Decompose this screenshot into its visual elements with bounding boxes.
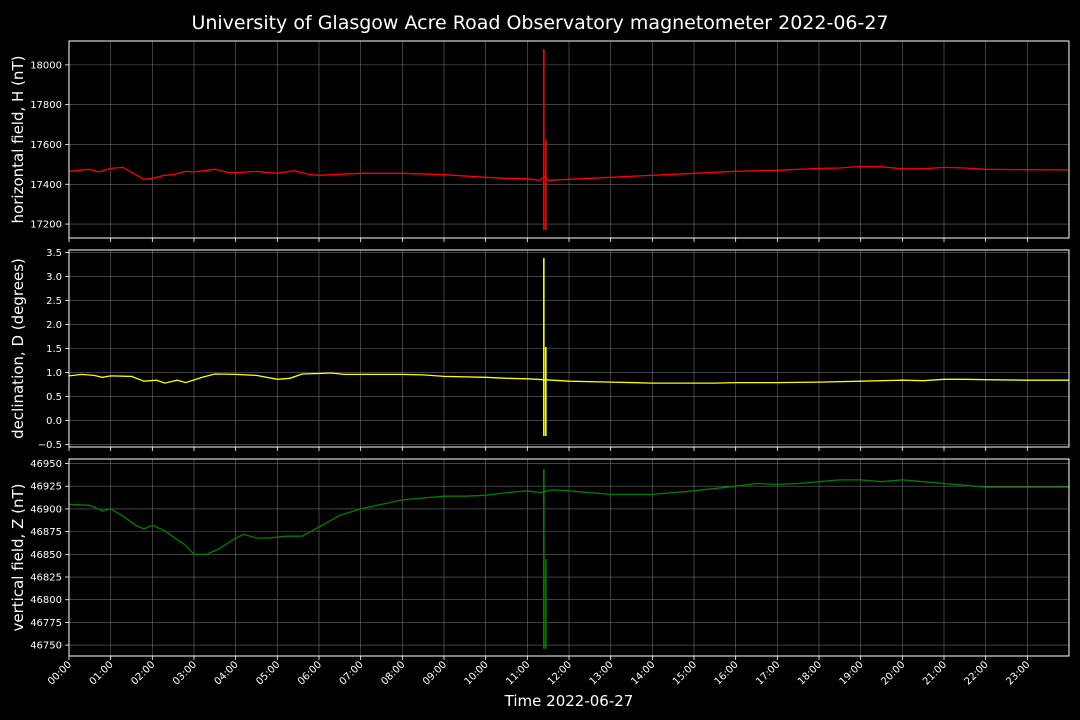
y-tick-label: 2.5	[46, 296, 62, 307]
y-tick-label: 46875	[30, 527, 62, 538]
y-axis-label-declination: declination, D (degrees)	[9, 258, 27, 439]
y-tick-label: 46825	[30, 573, 62, 584]
y-tick-label: 1.0	[46, 368, 62, 379]
y-tick-label: 46925	[30, 482, 62, 493]
y-tick-label: 46800	[30, 595, 62, 606]
series-line-declination	[68, 372, 1069, 384]
y-tick-label: 2.0	[46, 320, 62, 331]
y-tick-label: 1.5	[46, 344, 62, 355]
y-tick-label: 0.5	[46, 392, 62, 403]
series-line-horizontal	[68, 165, 1070, 181]
y-tick-label: 46775	[30, 618, 62, 629]
y-tick-label: 17800	[30, 100, 62, 111]
series-spike-horizontal	[543, 48, 547, 231]
series-line-vertical	[68, 479, 1069, 555]
y-axis-label-horizontal: horizontal field, H (nT)	[9, 56, 27, 224]
y-tick-label: 46950	[30, 459, 62, 470]
y-tick-label: 17600	[30, 140, 62, 151]
x-axis-label: Time 2022-06-27	[504, 692, 634, 710]
chart-title: University of Glasgow Acre Road Observat…	[191, 12, 888, 34]
y-tick-label: 46850	[30, 550, 62, 561]
y-tick-label: 17400	[30, 180, 62, 191]
panel-frame	[68, 458, 1070, 657]
series-spike-vertical	[543, 468, 547, 649]
y-tick-label: 17200	[30, 220, 62, 231]
y-axis-label-vertical: vertical field, Z (nT)	[9, 483, 27, 631]
y-tick-label: −0.5	[38, 440, 62, 451]
y-tick-label: 46750	[30, 641, 62, 652]
y-tick-label: 3.0	[46, 272, 62, 283]
y-tick-label: 18000	[30, 60, 62, 71]
y-tick-label: 46900	[30, 504, 62, 515]
y-tick-label: 0.0	[46, 416, 62, 427]
panel-frame	[68, 40, 1070, 239]
y-tick-label: 3.5	[46, 248, 62, 259]
series-spike-declination	[543, 258, 547, 436]
panel-frame	[68, 249, 1070, 448]
